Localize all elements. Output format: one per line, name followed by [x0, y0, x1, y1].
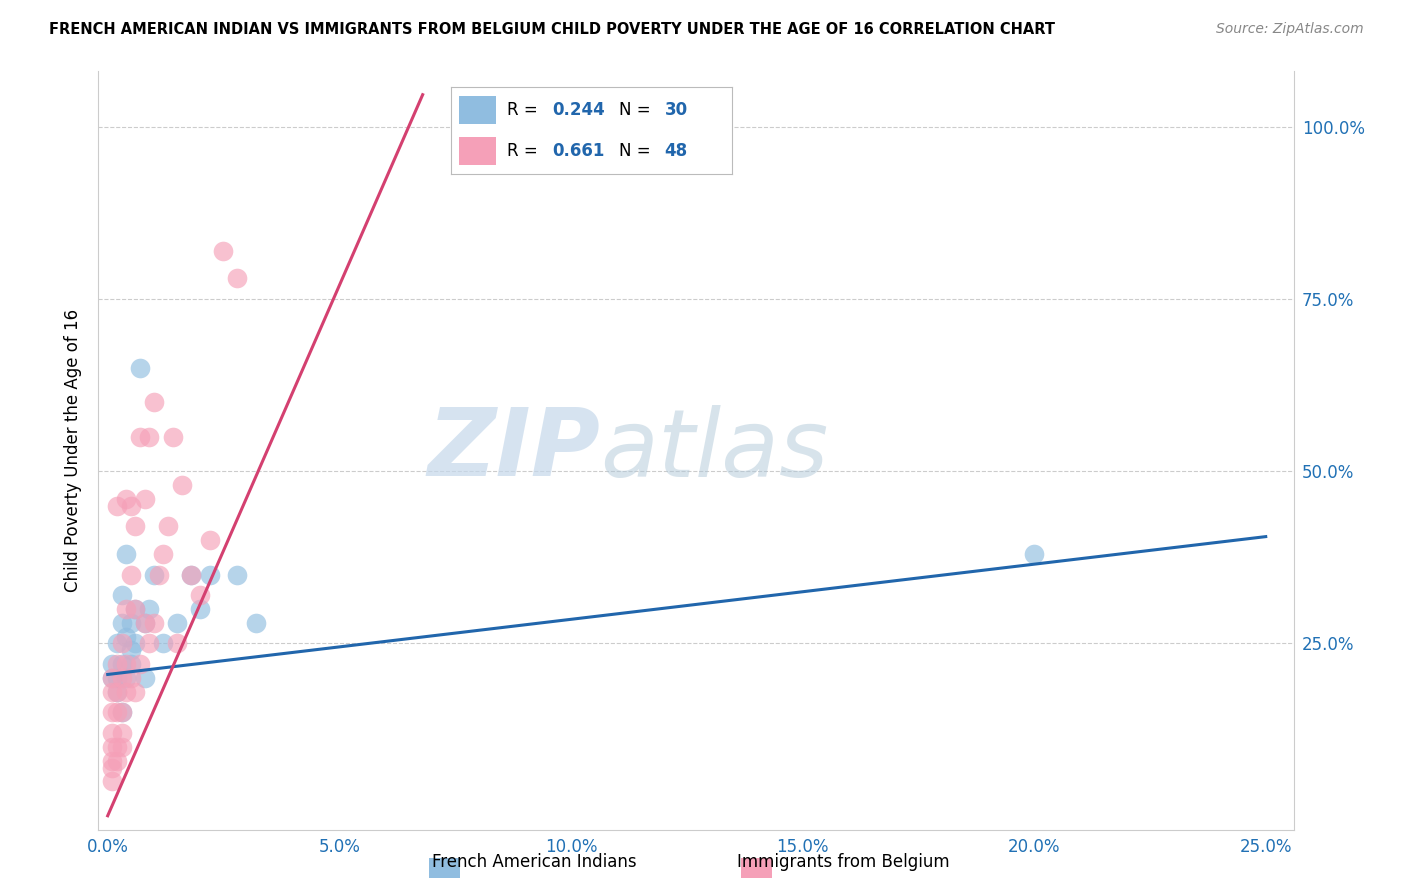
Point — [101, 671, 124, 685]
Point — [129, 657, 152, 672]
Point — [120, 643, 142, 657]
Point — [115, 491, 138, 506]
Point — [180, 567, 202, 582]
Point — [105, 636, 128, 650]
Point — [105, 657, 128, 672]
Point — [143, 567, 166, 582]
Point — [124, 636, 146, 650]
Point — [115, 684, 138, 698]
Point — [120, 657, 142, 672]
Point — [134, 615, 156, 630]
Point — [129, 360, 152, 375]
Point — [134, 671, 156, 685]
Point — [188, 602, 211, 616]
Point — [105, 499, 128, 513]
Point — [101, 739, 124, 754]
Point — [110, 657, 132, 672]
Point — [110, 726, 132, 740]
Point — [245, 615, 267, 630]
Text: ZIP: ZIP — [427, 404, 600, 497]
Point — [226, 271, 249, 285]
Point — [124, 602, 146, 616]
Point — [120, 615, 142, 630]
Point — [152, 547, 174, 561]
Point — [134, 491, 156, 506]
Point — [101, 754, 124, 768]
Point — [162, 430, 184, 444]
Point — [105, 754, 128, 768]
Point — [124, 602, 146, 616]
Point — [124, 684, 146, 698]
Point — [120, 499, 142, 513]
Point — [138, 602, 160, 616]
Point — [105, 684, 128, 698]
Point — [152, 636, 174, 650]
Point — [110, 706, 132, 720]
Point — [198, 567, 221, 582]
Point — [198, 533, 221, 547]
Point — [101, 684, 124, 698]
Point — [156, 519, 179, 533]
Point — [120, 567, 142, 582]
Point — [188, 588, 211, 602]
Point — [101, 774, 124, 789]
Point — [115, 547, 138, 561]
Point — [129, 430, 152, 444]
Point — [101, 706, 124, 720]
Point — [212, 244, 235, 258]
Point — [166, 615, 188, 630]
Text: Immigrants from Belgium: Immigrants from Belgium — [737, 853, 950, 871]
Point — [115, 630, 138, 644]
Point — [101, 760, 124, 774]
Point — [115, 602, 138, 616]
Point — [110, 636, 132, 650]
Point — [148, 567, 170, 582]
Point — [105, 739, 128, 754]
Point — [110, 615, 132, 630]
Point — [110, 588, 132, 602]
Text: FRENCH AMERICAN INDIAN VS IMMIGRANTS FROM BELGIUM CHILD POVERTY UNDER THE AGE OF: FRENCH AMERICAN INDIAN VS IMMIGRANTS FRO… — [49, 22, 1056, 37]
Point — [110, 739, 132, 754]
Point — [170, 478, 193, 492]
Point — [105, 671, 128, 685]
Point — [143, 615, 166, 630]
Point — [101, 657, 124, 672]
Point — [120, 671, 142, 685]
Text: French American Indians: French American Indians — [432, 853, 637, 871]
Point — [166, 636, 188, 650]
Point — [1024, 547, 1046, 561]
Point — [105, 684, 128, 698]
Point — [124, 519, 146, 533]
Point — [226, 567, 249, 582]
Point — [134, 615, 156, 630]
Point — [110, 671, 132, 685]
Point — [138, 636, 160, 650]
Y-axis label: Child Poverty Under the Age of 16: Child Poverty Under the Age of 16 — [65, 309, 83, 592]
Point — [101, 726, 124, 740]
Text: Source: ZipAtlas.com: Source: ZipAtlas.com — [1216, 22, 1364, 37]
Point — [138, 430, 160, 444]
Point — [143, 395, 166, 409]
Text: atlas: atlas — [600, 405, 828, 496]
Point — [115, 671, 138, 685]
Point — [115, 657, 138, 672]
Point — [110, 706, 132, 720]
Point — [180, 567, 202, 582]
Point — [101, 671, 124, 685]
Point — [105, 706, 128, 720]
